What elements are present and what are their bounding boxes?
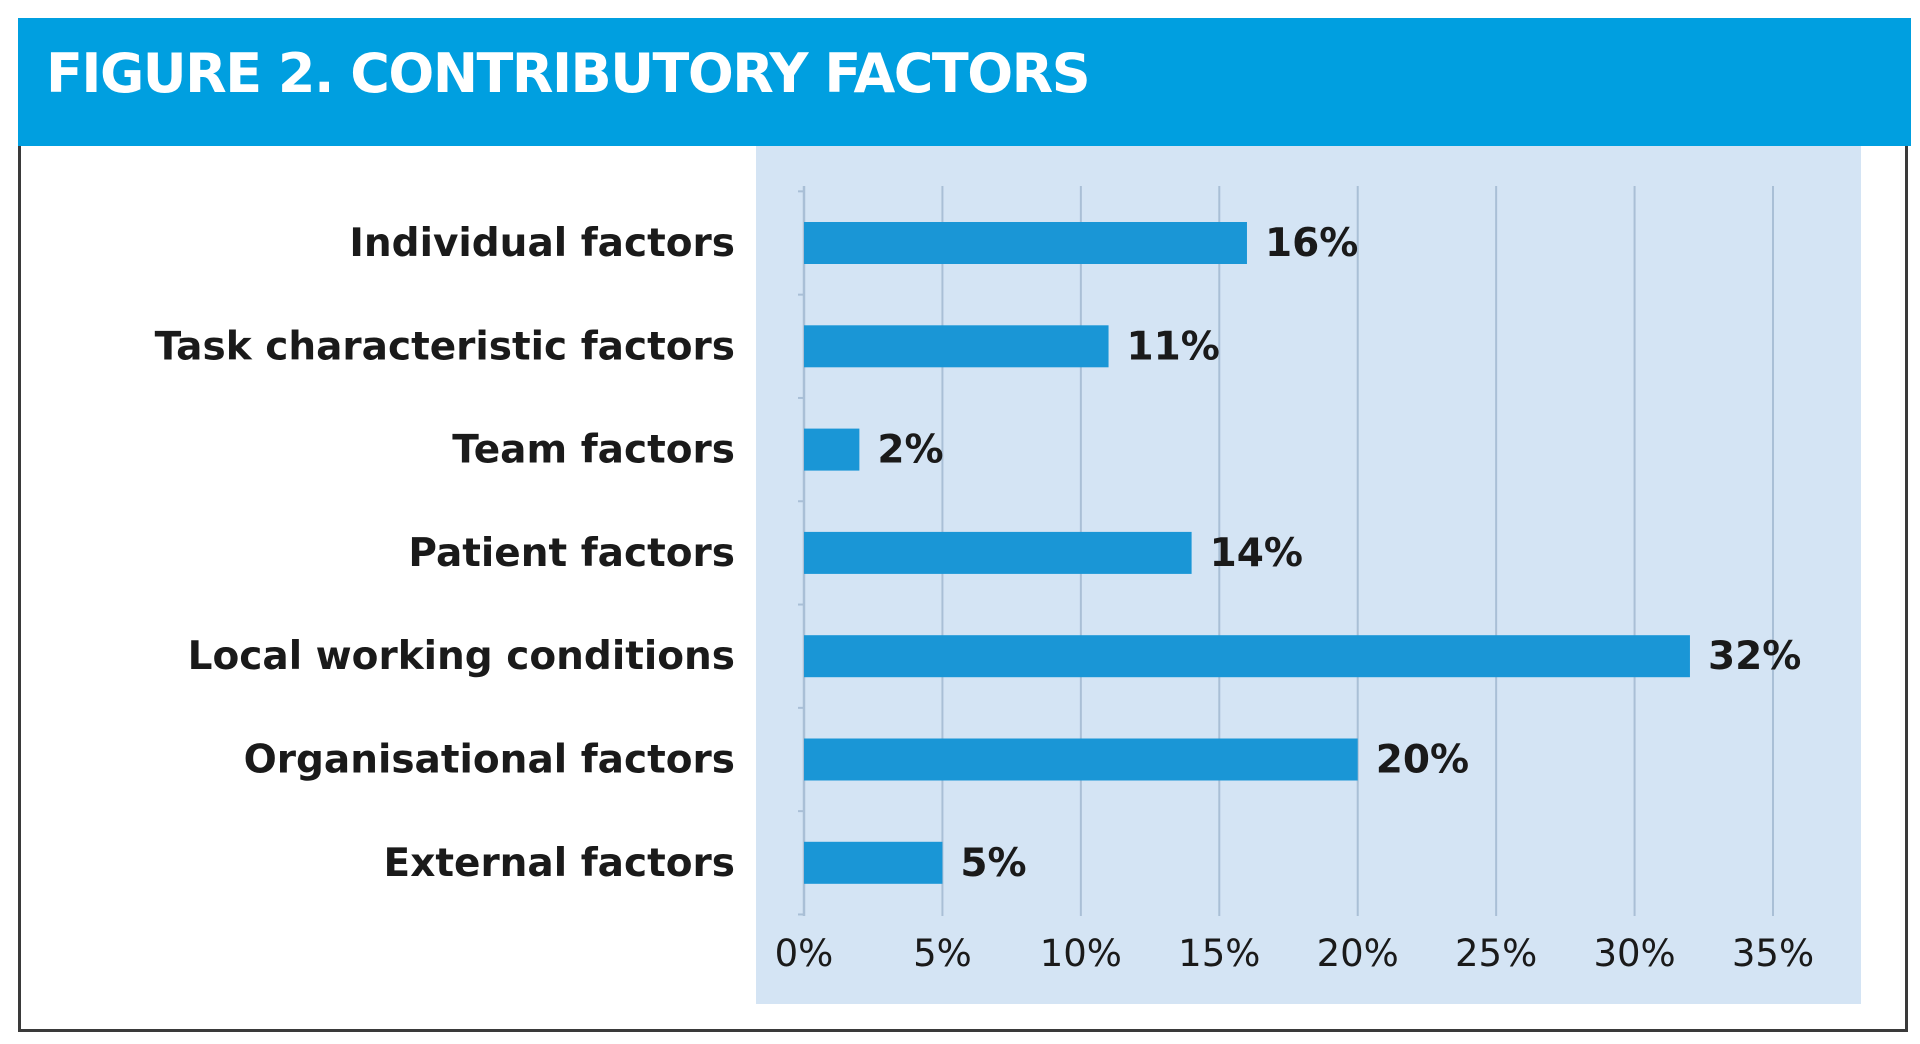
x-tick-label: 15% bbox=[1178, 932, 1260, 975]
bar bbox=[804, 325, 1109, 368]
value-label: 11% bbox=[1127, 324, 1220, 369]
x-tick-label: 10% bbox=[1040, 932, 1122, 975]
value-label: 5% bbox=[960, 841, 1026, 886]
bar-chart: Individual factors Task characteristic fa… bbox=[155, 146, 1861, 1004]
value-label: 32% bbox=[1708, 634, 1801, 679]
x-tick-label: 35% bbox=[1732, 932, 1814, 975]
bar bbox=[804, 222, 1247, 264]
x-tick-label: 25% bbox=[1455, 932, 1537, 975]
bar bbox=[804, 428, 860, 471]
value-label: 2% bbox=[877, 428, 943, 473]
bars bbox=[804, 222, 1690, 884]
category-label: Patient factors bbox=[408, 531, 735, 576]
x-tick-label: 30% bbox=[1593, 932, 1675, 975]
x-axis-tick-labels: 0% 5% 10% 15% 20% 25% 30% 35% bbox=[775, 932, 1814, 975]
category-label: External factors bbox=[384, 841, 735, 886]
bar bbox=[804, 531, 1192, 574]
chart-title: FIGURE 2. CONTRIBUTORY FACTORS bbox=[46, 42, 1091, 105]
category-label: Organisational factors bbox=[244, 738, 735, 783]
bar bbox=[804, 841, 943, 884]
gridlines bbox=[798, 186, 1774, 916]
title-bar: FIGURE 2. CONTRIBUTORY FACTORS bbox=[18, 18, 1911, 146]
x-tick-label: 5% bbox=[913, 932, 972, 975]
category-label: Task characteristic factors bbox=[155, 324, 735, 369]
value-labels: 16% 11% 2% 14% 32% 20% 5% bbox=[877, 221, 1801, 886]
bar bbox=[804, 738, 1358, 781]
value-label: 16% bbox=[1265, 221, 1358, 266]
x-tick-label: 20% bbox=[1317, 932, 1399, 975]
value-label: 20% bbox=[1376, 738, 1469, 783]
x-tick-label: 0% bbox=[775, 932, 834, 975]
category-labels: Individual factors Task characteristic fa… bbox=[155, 221, 735, 886]
category-label: Individual factors bbox=[349, 221, 735, 266]
bar bbox=[804, 635, 1690, 678]
figure-panel: FIGURE 2. CONTRIBUTORY FACTORS Individua… bbox=[18, 18, 1911, 1032]
category-label: Team factors bbox=[452, 428, 735, 473]
category-label: Local working conditions bbox=[188, 634, 735, 679]
value-label: 14% bbox=[1210, 531, 1303, 576]
